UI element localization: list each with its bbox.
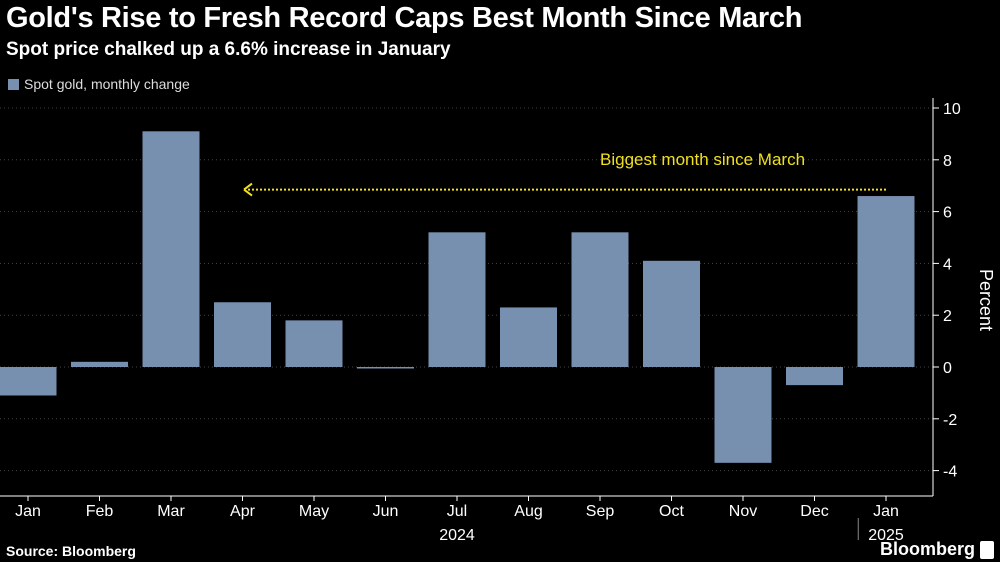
year-label: 2024 <box>439 527 475 540</box>
chart-subtitle: Spot price chalked up a 6.6% increase in… <box>6 39 451 60</box>
x-tick-label: Feb <box>86 503 114 520</box>
x-tick-label: Oct <box>659 503 684 520</box>
bar <box>714 367 772 463</box>
bar <box>428 232 486 367</box>
x-tick-label: Jan <box>873 503 899 520</box>
bar <box>71 361 128 367</box>
y-tick-label: 8 <box>943 153 952 170</box>
chart-title: Gold's Rise to Fresh Record Caps Best Mo… <box>6 2 803 34</box>
source-note: Source: Bloomberg <box>6 543 136 559</box>
bar <box>571 232 629 367</box>
x-tick-label: Jun <box>373 503 399 520</box>
y-tick-label: 6 <box>943 205 952 222</box>
legend: Spot gold, monthly change <box>8 76 190 92</box>
x-tick-label: Aug <box>514 503 542 520</box>
bar <box>500 307 557 367</box>
bar <box>285 320 343 367</box>
legend-swatch <box>8 78 19 90</box>
y-tick-label: 10 <box>943 101 961 118</box>
x-tick-label: Apr <box>230 503 256 520</box>
legend-label: Spot gold, monthly change <box>24 76 190 92</box>
bar <box>0 367 57 396</box>
x-tick-label: Nov <box>729 503 757 520</box>
bar <box>142 131 200 367</box>
annotation-arrowhead <box>243 182 253 197</box>
y-tick-label: -2 <box>943 412 957 429</box>
chart: -4 -2 0 2 4 6 8 10 Percent Jan Feb Mar Apr May Jun Jul A… <box>0 98 996 540</box>
bar <box>786 367 843 386</box>
y-tick-label: 2 <box>943 308 952 325</box>
x-tick-label: Jan <box>15 503 41 520</box>
y-tick-label: 4 <box>943 256 952 273</box>
logo-icon <box>980 540 994 559</box>
bar <box>857 196 915 367</box>
bar <box>214 302 271 367</box>
y-tick-label: 0 <box>943 360 952 377</box>
annotation-label: Biggest month since March <box>600 150 805 169</box>
y-tick-label: -4 <box>943 464 957 481</box>
bloomberg-logo: Bloomberg <box>880 539 994 560</box>
x-tick-label: May <box>299 503 329 520</box>
bar <box>357 367 414 369</box>
bar <box>643 260 700 367</box>
logo-text: Bloomberg <box>879 539 975 559</box>
x-tick-label: Dec <box>800 503 828 520</box>
x-tick-label: Jul <box>447 503 467 520</box>
y-axis-label: Percent <box>976 269 996 331</box>
x-tick-label: Mar <box>157 503 185 520</box>
x-tick-label: Sep <box>586 503 615 520</box>
year-label: 2025 <box>868 527 904 540</box>
